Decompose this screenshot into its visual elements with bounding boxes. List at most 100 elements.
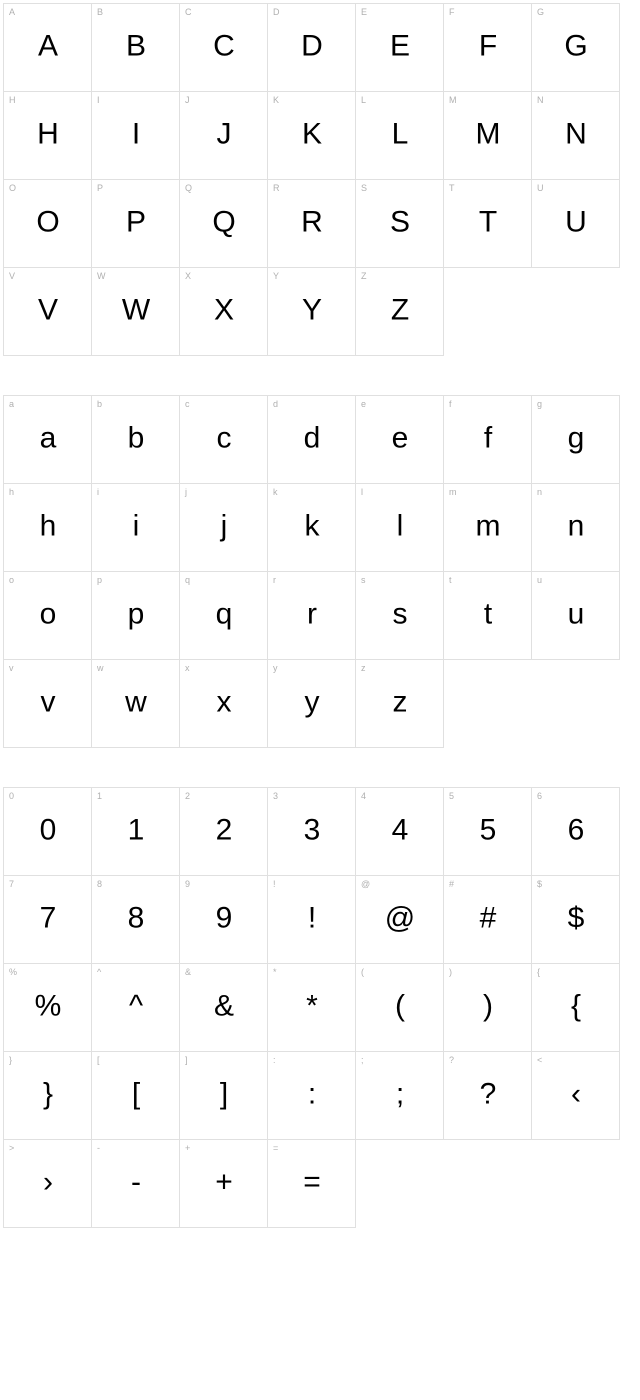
glyph-cell-label: * [273,967,277,977]
section-uppercase: AABBCCDDEEFFGGHHIIJJKKLLMMNNOOPPQQRRSSTT… [4,4,636,356]
glyph-cell-glyph: T [479,205,496,239]
glyph-cell-label: = [273,1143,278,1153]
glyph-cell: !! [267,875,356,964]
glyph-cell-label: j [185,487,187,497]
glyph-cell: ww [91,659,180,748]
glyph-cell-label: } [9,1055,12,1065]
glyph-cell: CC [179,3,268,92]
glyph-cell-glyph: › [43,1165,52,1199]
glyph-cell-label: K [273,95,279,105]
glyph-cell-glyph: ( [395,989,404,1023]
glyph-cell-label: k [273,487,278,497]
glyph-cell-label: @ [361,879,370,889]
glyph-cell-label: s [361,575,366,585]
glyph-cell-label: L [361,95,366,105]
glyph-cell: == [267,1139,356,1228]
glyph-cell-glyph: { [571,989,580,1023]
glyph-cell-glyph: q [216,597,232,631]
glyph-cell-glyph: n [568,509,584,543]
glyph-cell: >› [3,1139,92,1228]
glyph-cell-label: b [97,399,102,409]
glyph-cell: uu [531,571,620,660]
glyph-cell-glyph: - [131,1165,140,1199]
glyph-cell-label: 0 [9,791,14,801]
glyph-cell-label: O [9,183,16,193]
glyph-cell: MM [443,91,532,180]
glyph-cell-glyph: ^ [129,989,142,1023]
glyph-cell-label: 4 [361,791,366,801]
glyph-cell-label: < [537,1055,542,1065]
glyph-cell-label: P [97,183,103,193]
glyph-cell-label: G [537,7,544,17]
glyph-cell-label: m [449,487,457,497]
section-numbers-symbols: 00112233445566778899!!@@##$$%%^^&&**(())… [4,788,636,1228]
glyph-cell-label: F [449,7,455,17]
glyph-cell: FF [443,3,532,92]
glyph-cell-label: ] [185,1055,188,1065]
glyph-cell-label: Q [185,183,192,193]
section-lowercase: aabbccddeeffgghhiijjkkllmmnnooppqqrrsstt… [4,396,636,748]
glyph-cell-glyph: : [308,1077,315,1111]
glyph-cell-glyph: ‹ [571,1077,580,1111]
glyph-cell: ss [355,571,444,660]
glyph-cell-label: T [449,183,455,193]
glyph-cell: ll [355,483,444,572]
glyph-cell-label: N [537,95,544,105]
glyph-cell-glyph: S [390,205,409,239]
glyph-cell: ## [443,875,532,964]
glyph-cell-glyph: Y [302,293,321,327]
glyph-cell-glyph: Q [212,205,234,239]
glyph-cell: ;; [355,1051,444,1140]
glyph-cell-glyph: F [479,29,496,63]
glyph-cell-glyph: 0 [40,813,56,847]
glyph-cell-label: w [97,663,104,673]
glyph-cell: @@ [355,875,444,964]
glyph-cell-label: S [361,183,367,193]
glyph-cell: (( [355,963,444,1052]
glyph-cell-label: a [9,399,14,409]
glyph-cell-label: n [537,487,542,497]
glyph-cell-glyph: 8 [128,901,144,935]
glyph-cell-label: e [361,399,366,409]
glyph-cell-glyph: } [43,1077,52,1111]
glyph-cell: JJ [179,91,268,180]
glyph-cell-label: [ [97,1055,100,1065]
glyph-cell-label: o [9,575,14,585]
glyph-cell-label: z [361,663,366,673]
glyph-cell-glyph: c [217,421,231,455]
glyph-cell-label: R [273,183,280,193]
glyph-cell-glyph: J [217,117,231,151]
glyph-cell-glyph: X [214,293,233,327]
glyph-cell-glyph: 2 [216,813,232,847]
glyph-cell-label: 8 [97,879,102,889]
glyph-cell-label: { [537,967,540,977]
glyph-cell-label: D [273,7,280,17]
glyph-cell: 22 [179,787,268,876]
glyph-cell-glyph: k [305,509,319,543]
glyph-cell: zz [355,659,444,748]
glyph-cell-label: # [449,879,454,889]
glyph-cell-label: p [97,575,102,585]
glyph-cell-label: % [9,967,17,977]
glyph-cell-label: : [273,1055,276,1065]
glyph-cell-glyph: # [480,901,496,935]
glyph-cell: ?? [443,1051,532,1140]
glyph-cell: ]] [179,1051,268,1140]
glyph-cell: ^^ [91,963,180,1052]
glyph-cell-glyph: 4 [392,813,408,847]
glyph-cell-label: i [97,487,99,497]
glyph-cell: WW [91,267,180,356]
glyph-cell: rr [267,571,356,660]
glyph-cell-glyph: @ [385,901,414,935]
glyph-cell: aa [3,395,92,484]
glyph-cell-label: ! [273,879,276,889]
glyph-cell-label: t [449,575,452,585]
glyph-cell: :: [267,1051,356,1140]
glyph-cell: 88 [91,875,180,964]
glyph-cell-glyph: e [392,421,408,455]
glyph-cell-glyph: ! [308,901,315,935]
glyph-cell-glyph: j [221,509,227,543]
glyph-cell-label: v [9,663,14,673]
glyph-cell: pp [91,571,180,660]
glyph-cell: xx [179,659,268,748]
